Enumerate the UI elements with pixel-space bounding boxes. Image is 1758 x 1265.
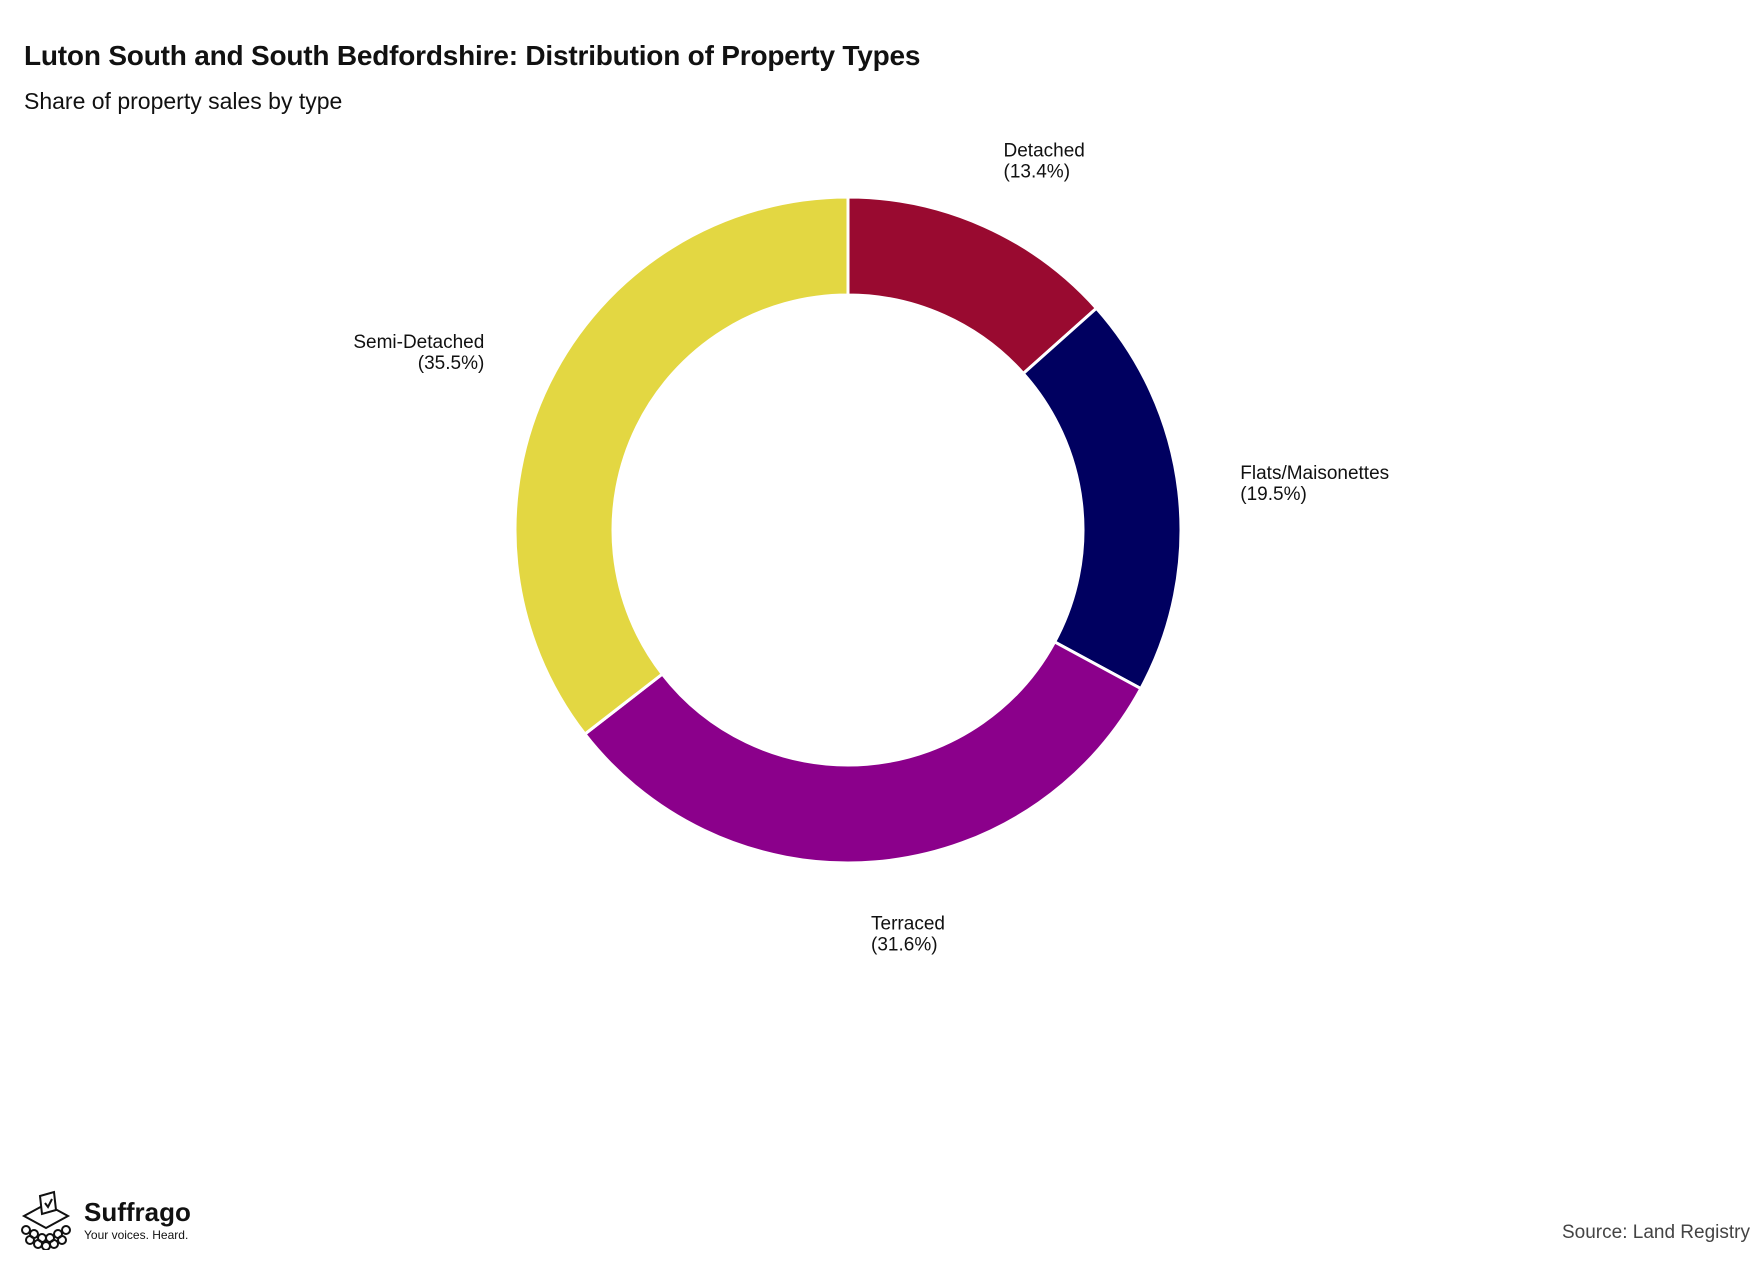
slice-label-detached: Detached (13.4%)	[1004, 140, 1085, 182]
chart-subtitle: Share of property sales by type	[24, 88, 343, 114]
slice-label-semi-detached: Semi-Detached (35.5%)	[353, 332, 484, 374]
donut-slices	[513, 195, 1183, 865]
slice-semi-detached	[513, 195, 850, 737]
slice-flats-maisonettes	[1021, 306, 1183, 691]
slice-labels: Detached (13.4%) Flats/Maisonettes (19.5%) T…	[353, 140, 1389, 955]
slice-label-terraced: Terraced (31.6%)	[871, 914, 945, 956]
source-note: Source: Land Registry	[1562, 1222, 1750, 1243]
brand-name: Suffrago	[84, 1197, 191, 1227]
suffrago-logo: Suffrago Your voices. Heard.	[16, 1190, 191, 1250]
brand-tagline: Your voices. Heard.	[84, 1228, 189, 1242]
slice-label-flats-maisonettes: Flats/Maisonettes (19.5%)	[1240, 463, 1389, 505]
ballot-box-icon	[21, 1190, 71, 1250]
slice-terraced	[582, 639, 1143, 865]
chart-title: Luton South and South Bedfordshire: Dist…	[24, 40, 921, 71]
